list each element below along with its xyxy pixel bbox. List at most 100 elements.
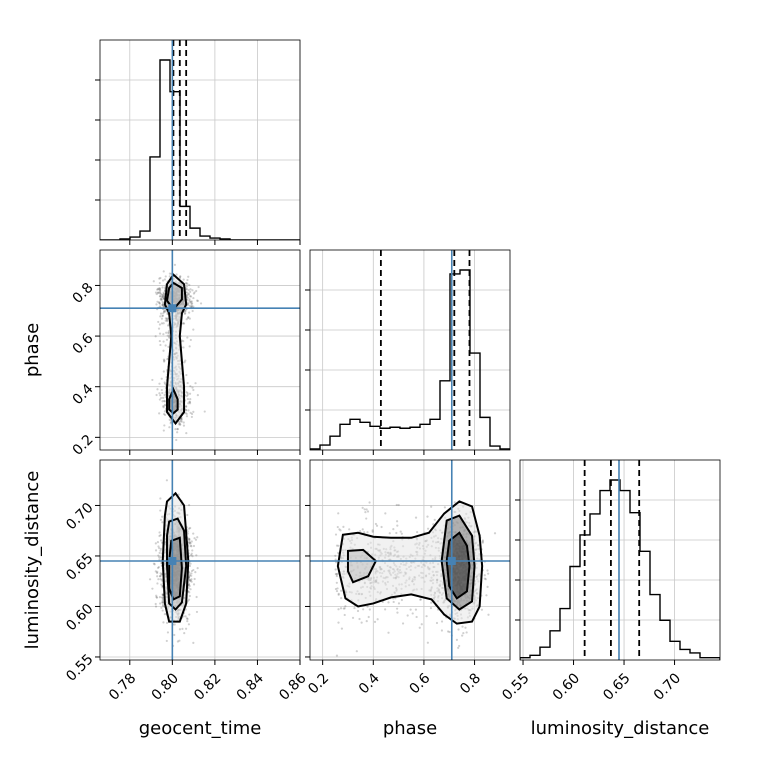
scatter-point <box>185 287 188 291</box>
scatter-point <box>190 305 193 308</box>
scatter-point <box>376 618 379 621</box>
scatter-point <box>182 346 185 349</box>
scatter-point <box>161 279 165 282</box>
scatter-point <box>384 608 387 611</box>
scatter-point <box>159 547 163 550</box>
scatter-point <box>186 296 190 299</box>
scatter-point <box>193 291 196 294</box>
scatter-point <box>178 628 182 631</box>
scatter-point <box>191 309 194 313</box>
scatter-point <box>192 532 195 535</box>
scatter-point <box>185 390 188 394</box>
scatter-point <box>188 573 192 577</box>
scatter-point <box>184 359 187 362</box>
scatter-point <box>486 585 489 588</box>
scatter-point <box>337 592 340 595</box>
x-tick-label: 0.6 <box>406 670 433 697</box>
scatter-point <box>179 423 182 426</box>
scatter-point <box>191 549 194 552</box>
scatter-point <box>411 612 414 615</box>
scatter-point <box>195 289 198 293</box>
scatter-point <box>337 544 340 547</box>
scatter-point <box>335 654 339 657</box>
scatter-point <box>160 606 163 609</box>
scatter-point <box>169 422 172 425</box>
scatter-point <box>159 289 162 292</box>
scatter-point <box>151 378 154 382</box>
scatter-point <box>190 580 193 583</box>
scatter-point <box>163 310 166 313</box>
y-tick-label: 0.60 <box>63 601 96 634</box>
scatter-point <box>154 335 157 338</box>
scatter-point <box>160 583 163 586</box>
scatter-point <box>425 615 428 618</box>
scatter-point <box>159 556 163 559</box>
scatter-point <box>162 412 166 416</box>
scatter-point <box>153 563 156 566</box>
scatter-point <box>161 301 164 304</box>
scatter-point <box>161 391 164 395</box>
scatter-point <box>196 394 199 397</box>
scatter-point <box>163 310 166 313</box>
scatter-point <box>188 538 191 541</box>
scatter-point <box>189 288 192 291</box>
scatter-point <box>159 549 162 552</box>
scatter-point <box>186 513 189 517</box>
scatter-point <box>155 596 158 599</box>
scatter-point <box>189 295 193 298</box>
scatter-point <box>152 280 155 283</box>
scatter-point <box>363 531 366 534</box>
scatter-point <box>335 544 339 547</box>
scatter-point <box>185 412 188 416</box>
scatter-point <box>189 554 193 557</box>
scatter-point <box>187 302 190 305</box>
scatter-point <box>366 531 369 534</box>
scatter-point <box>162 429 165 432</box>
scatter-point <box>187 275 190 278</box>
scatter-point <box>188 298 191 301</box>
scatter-point <box>188 299 191 302</box>
scatter-point <box>178 275 182 278</box>
scatter-point <box>159 518 162 521</box>
scatter-point <box>155 303 158 306</box>
scatter-point <box>161 303 164 306</box>
scatter-point <box>387 601 390 604</box>
scatter-point <box>188 392 192 395</box>
scatter-point <box>189 290 192 293</box>
scatter-point <box>164 317 168 320</box>
scatter-point <box>183 361 186 364</box>
scatter-point <box>432 523 435 526</box>
scatter-point <box>192 305 195 308</box>
scatter-point <box>420 623 423 626</box>
scatter-point <box>165 317 168 320</box>
scatter-point <box>363 508 366 511</box>
x-axis-label: geocent_time <box>139 718 262 739</box>
scatter-point <box>187 303 190 306</box>
scatter-point <box>337 512 340 515</box>
scatter-point <box>334 558 337 561</box>
scatter-point <box>340 627 344 630</box>
panel-content <box>100 40 300 240</box>
scatter-point <box>462 632 465 635</box>
scatter-point <box>168 418 171 421</box>
scatter-point <box>189 579 192 582</box>
scatter-point <box>176 427 179 431</box>
scatter-point <box>158 534 161 538</box>
scatter-point <box>185 408 188 412</box>
scatter-point <box>359 529 362 533</box>
y-tick-label: 0.2 <box>70 432 97 459</box>
scatter-point <box>365 620 368 623</box>
panel-frame <box>309 459 511 661</box>
scatter-point <box>156 582 159 585</box>
scatter-point <box>188 537 191 541</box>
scatter-point <box>355 650 358 653</box>
scatter-point <box>161 314 164 318</box>
truth-marker <box>168 304 177 313</box>
scatter-point <box>162 360 166 363</box>
scatter-point <box>176 640 180 643</box>
scatter-point <box>188 527 191 530</box>
scatter-point <box>190 415 193 419</box>
scatter-point <box>167 331 170 334</box>
scatter-point <box>190 574 193 577</box>
scatter-point <box>461 625 464 628</box>
